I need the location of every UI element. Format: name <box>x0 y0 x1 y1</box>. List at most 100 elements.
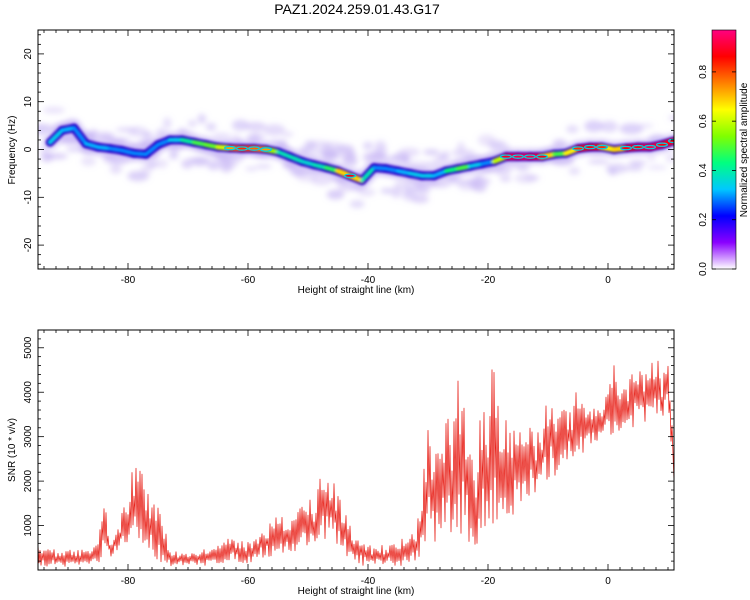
spectrogram-cell <box>251 132 266 143</box>
colorbar-ticks: 0.0 0.2 0.4 0.6 0.8 <box>698 64 736 276</box>
spectrogram-cell <box>181 159 193 169</box>
spectrogram-peak <box>248 146 261 151</box>
spectrogram-peak <box>511 154 524 159</box>
spectrogram-x-tick-label: -20 <box>481 275 496 286</box>
snr-x-tick-label: -80 <box>121 576 136 587</box>
spectrogram-cell <box>456 141 466 153</box>
colorbar-gradient <box>712 30 736 269</box>
spectrogram-cell <box>625 165 644 172</box>
spectrogram-ridge-segment <box>359 165 377 183</box>
spectrogram-cell <box>245 122 267 132</box>
snr-y-label: SNR (10 * v/v) <box>7 418 18 482</box>
colorbar-tick-label: 0.2 <box>698 212 709 226</box>
spectrogram-cell <box>110 137 133 142</box>
spectrogram-ridge-segment <box>47 128 65 145</box>
spectrogram-ridge-segment <box>455 163 473 171</box>
figure-title: PAZ1.2024.259.01.43.G17 <box>274 1 440 17</box>
snr-y-tick-label: 5000 <box>23 336 34 359</box>
spectrogram-peak <box>344 173 357 178</box>
spectrogram-cell <box>326 189 345 200</box>
spectrogram-cell <box>608 168 617 176</box>
spectrogram-peak <box>655 142 668 147</box>
spectrogram-y-tick-label: -20 <box>23 237 34 252</box>
spectrogram-peaks <box>224 138 674 178</box>
spectrogram-peak <box>571 146 584 151</box>
colorbar-tick-label: 0.4 <box>698 163 709 177</box>
spectrogram-cell <box>205 123 217 131</box>
spectrogram-cell <box>212 132 232 140</box>
spectrogram-cell <box>80 156 97 166</box>
spectrogram-cell <box>340 151 355 160</box>
spectrogram-ridge-segment <box>407 171 425 178</box>
spectrogram-peak <box>583 144 596 150</box>
spectrogram-cell <box>668 115 674 121</box>
spectrogram-cell <box>349 200 365 209</box>
spectrogram-y-tick-label: 10 <box>23 96 34 108</box>
spectrogram-peak <box>535 154 548 159</box>
spectrogram-cell <box>499 176 512 182</box>
spectrogram-cell <box>637 123 654 128</box>
snr-plot-area <box>38 330 674 570</box>
spectrogram-ridge-segment <box>287 154 305 164</box>
spectrogram-cell <box>295 170 319 182</box>
spectrogram-cell <box>451 149 476 157</box>
spectrogram-cell <box>66 146 84 152</box>
spectrogram-cell <box>441 150 451 158</box>
spectrogram-cell <box>304 140 317 150</box>
spectrogram-cell <box>619 123 644 135</box>
snr-panel: -80 -60 -40 -20 0 1000 2000 3000 4000 5000 Height… <box>7 329 675 597</box>
spectrogram-ridge-segment <box>372 165 388 171</box>
colorbar-tick-label: 0.6 <box>698 114 709 128</box>
spectrogram-peak <box>643 144 656 150</box>
spectrogram-cell <box>362 141 374 151</box>
spectrogram-ridge-segment <box>84 141 100 150</box>
spectrogram-cell <box>146 160 159 168</box>
colorbar-label: Normalized spectral amplitude <box>739 82 750 217</box>
spectrogram-peak <box>500 154 513 159</box>
spectrogram-cell <box>584 120 604 133</box>
spectrogram-y-tick-label: 0 <box>23 146 34 152</box>
spectrogram-cell <box>665 152 674 163</box>
spectrogram-ridge-segment <box>96 145 112 151</box>
spectrogram-ridge-segment <box>108 146 124 153</box>
snr-y-tick-label: 2000 <box>23 470 34 493</box>
spectrogram-cell <box>394 179 409 191</box>
spectrogram-ridge-segment <box>120 148 136 156</box>
spectrogram-cell <box>358 188 376 197</box>
spectrogram-cell <box>647 165 667 170</box>
spectrogram-cell <box>398 147 421 157</box>
spectrogram-cell <box>162 117 172 129</box>
spectrogram-cell <box>38 123 51 136</box>
spectrogram-peak <box>631 144 644 150</box>
spectrogram-cell <box>220 156 244 163</box>
spectrogram-cell <box>587 159 610 164</box>
spectrogram-cell <box>421 162 441 167</box>
snr-y-tick-label: 1000 <box>23 514 34 537</box>
spectrogram-ridge-segment <box>396 169 412 176</box>
spectrogram-ridge-segment <box>60 126 76 133</box>
spectrogram-cell <box>374 145 388 157</box>
spectrogram-axes: -80 -60 -40 -20 0 -20 -10 0 10 20 <box>23 30 674 286</box>
spectrogram-peak <box>619 145 632 151</box>
spectrogram-peak <box>523 154 536 159</box>
spectrogram-marks <box>38 106 674 209</box>
spectrogram-y-tick-label: 20 <box>23 48 34 60</box>
spectrogram-cell <box>600 120 618 133</box>
spectrogram-cell <box>245 166 258 171</box>
colorbar-tick-label: 0.0 <box>698 262 709 276</box>
spectrogram-cell <box>156 158 169 169</box>
spectrogram-panel: -80 -60 -40 -20 0 -20 -10 0 10 20 Height of strai… <box>7 29 675 296</box>
spectrogram-cell <box>414 183 431 195</box>
spectrogram-peak <box>260 147 273 152</box>
colorbar: 0.0 0.2 0.4 0.6 0.8 Normalized spectral ampl… <box>698 29 750 276</box>
spectrogram-y-tick-label: -10 <box>23 190 34 205</box>
spectrogram-ridge-segment <box>275 149 293 159</box>
spectrogram-cell <box>207 160 221 171</box>
spectrogram-cell <box>220 160 239 169</box>
snr-x-tick-label: -60 <box>241 576 256 587</box>
snr-series-line <box>38 360 674 567</box>
spectrogram-cell <box>127 170 150 182</box>
spectrogram-cell <box>197 113 207 124</box>
spectrogram-cell <box>95 131 115 140</box>
spectrogram-cell <box>191 157 209 167</box>
